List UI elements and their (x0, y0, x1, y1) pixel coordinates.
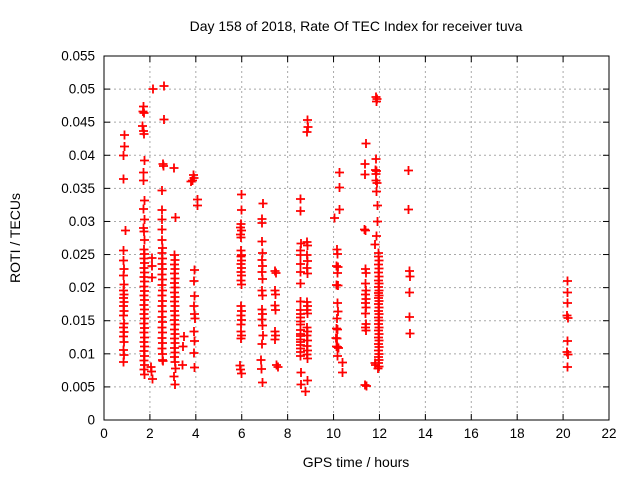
y-tick-label: 0.01 (69, 346, 95, 361)
x-tick-label: 20 (556, 426, 571, 441)
x-tick-labels: 0 2 4 6 8 10 12 14 16 18 20 22 (100, 426, 616, 441)
data-point-markers (119, 81, 573, 396)
y-tick-label: 0 (87, 413, 95, 428)
axis-ticks (103, 55, 610, 421)
x-axis-title: GPS time / hours (303, 454, 410, 470)
y-tick-label: 0.04 (69, 148, 96, 163)
y-tick-label: 0.005 (61, 379, 95, 394)
y-tick-labels: 0 0.005 0.01 0.015 0.02 0.025 0.03 0.035 0.04 0.0… (61, 49, 95, 428)
grid-lines (104, 56, 609, 420)
plot-border (103, 55, 610, 421)
x-tick-label: 0 (100, 426, 108, 441)
plot-frame (103, 55, 610, 421)
data-points (119, 81, 573, 396)
x-tick-label: 12 (372, 426, 387, 441)
y-tick-label: 0.025 (61, 247, 95, 262)
chart-title: Day 158 of 2018, Rate Of TEC Index for r… (190, 18, 523, 34)
y-tick-label: 0.03 (69, 214, 95, 229)
y-tick-label: 0.045 (61, 115, 95, 130)
x-tick-label: 2 (146, 426, 154, 441)
x-tick-label: 14 (418, 426, 434, 441)
x-tick-label: 8 (284, 426, 292, 441)
y-tick-label: 0.055 (61, 49, 95, 64)
y-tick-label: 0.015 (61, 313, 95, 328)
x-tick-label: 6 (238, 426, 246, 441)
y-tick-label: 0.035 (61, 181, 95, 196)
x-tick-label: 16 (464, 426, 479, 441)
y-axis-title: ROTI / TECUs (7, 193, 23, 283)
x-tick-label: 18 (510, 426, 525, 441)
x-tick-label: 4 (192, 426, 200, 441)
x-tick-label: 10 (326, 426, 341, 441)
y-tick-label: 0.02 (69, 280, 95, 295)
x-tick-label: 22 (601, 426, 616, 441)
y-tick-label: 0.05 (69, 82, 95, 97)
